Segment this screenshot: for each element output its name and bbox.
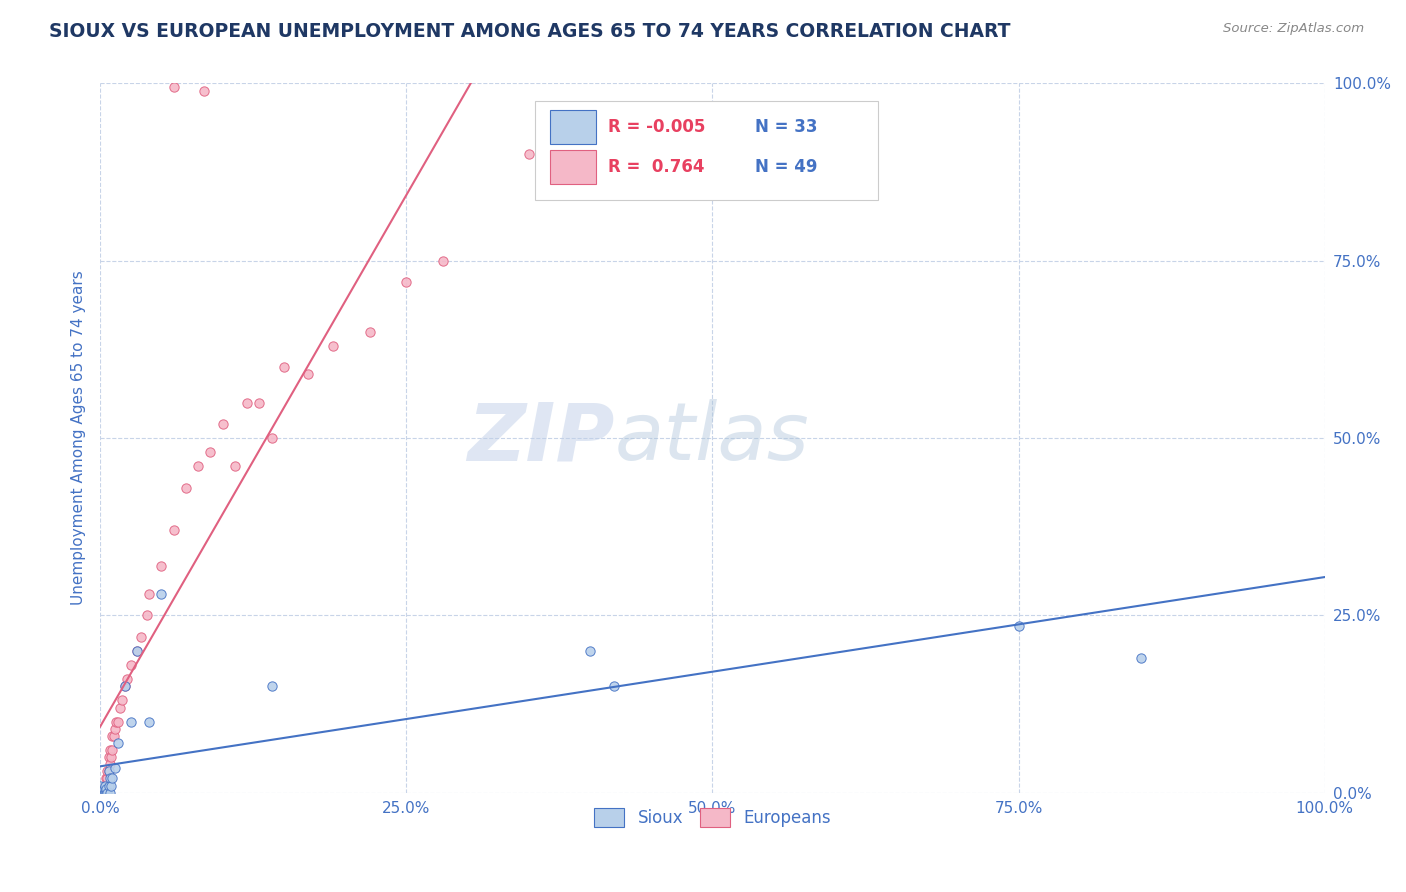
Point <box>517 147 540 161</box>
Point <box>89 779 111 793</box>
Point <box>93 782 115 797</box>
Point <box>94 779 117 793</box>
Text: Source: ZipAtlas.com: Source: ZipAtlas.com <box>1223 22 1364 36</box>
Point <box>89 786 111 800</box>
Point <box>1007 619 1029 633</box>
Point <box>603 679 626 693</box>
Point <box>96 782 118 797</box>
Point <box>200 445 222 459</box>
Point <box>162 523 184 537</box>
Point <box>224 459 246 474</box>
Point <box>89 786 111 800</box>
Point <box>89 786 111 800</box>
Text: atlas: atlas <box>614 399 810 477</box>
Point <box>174 481 197 495</box>
Point <box>187 459 209 474</box>
Point <box>100 779 122 793</box>
Text: SIOUX VS EUROPEAN UNEMPLOYMENT AMONG AGES 65 TO 74 YEARS CORRELATION CHART: SIOUX VS EUROPEAN UNEMPLOYMENT AMONG AGE… <box>49 22 1011 41</box>
Point <box>89 786 111 800</box>
Point <box>89 786 111 800</box>
Text: N = 49: N = 49 <box>755 158 818 176</box>
Point <box>105 714 128 729</box>
Point <box>96 786 118 800</box>
Point <box>129 630 152 644</box>
Text: R =  0.764: R = 0.764 <box>609 158 704 176</box>
Point <box>579 644 602 658</box>
Point <box>98 772 121 786</box>
Point <box>98 743 121 757</box>
Point <box>138 587 160 601</box>
Point <box>94 786 117 800</box>
Point <box>91 786 114 800</box>
Point <box>108 700 131 714</box>
Point <box>432 253 454 268</box>
Point <box>89 782 111 797</box>
Point <box>98 786 121 800</box>
Point <box>101 743 124 757</box>
Point <box>111 693 134 707</box>
Point <box>103 729 125 743</box>
FancyBboxPatch shape <box>550 150 596 184</box>
Point <box>322 339 344 353</box>
Point <box>236 395 259 409</box>
Point <box>100 750 122 764</box>
Point <box>98 757 121 772</box>
Point <box>120 714 142 729</box>
Point <box>260 679 283 693</box>
Point <box>107 736 129 750</box>
Point <box>135 608 157 623</box>
Point <box>150 587 173 601</box>
Text: R = -0.005: R = -0.005 <box>609 119 706 136</box>
Point <box>115 672 138 686</box>
Point <box>273 360 295 375</box>
Point <box>94 779 117 793</box>
Point <box>193 83 215 97</box>
Point <box>107 714 129 729</box>
Point <box>247 395 270 409</box>
Point <box>96 786 118 800</box>
Text: ZIP: ZIP <box>467 399 614 477</box>
Point <box>96 764 118 779</box>
Point <box>138 714 160 729</box>
Point <box>120 658 142 673</box>
Point <box>96 772 118 786</box>
Text: N = 33: N = 33 <box>755 119 818 136</box>
Point <box>96 779 118 793</box>
Point <box>125 644 148 658</box>
Point <box>395 275 418 289</box>
Point <box>1130 651 1153 665</box>
Point <box>89 786 111 800</box>
Point <box>211 417 233 431</box>
Point <box>89 786 111 800</box>
Point <box>97 764 120 779</box>
Legend: Sioux, Europeans: Sioux, Europeans <box>588 801 838 834</box>
FancyBboxPatch shape <box>534 101 877 201</box>
FancyBboxPatch shape <box>550 111 596 145</box>
Point <box>260 431 283 445</box>
Point <box>97 750 120 764</box>
Point <box>101 772 124 786</box>
Point <box>89 786 111 800</box>
Point <box>89 786 111 800</box>
Point <box>297 368 319 382</box>
Point <box>162 80 184 95</box>
Point <box>97 779 120 793</box>
Point <box>125 644 148 658</box>
Point <box>104 722 127 736</box>
Point <box>93 782 115 797</box>
Point <box>89 786 111 800</box>
Point <box>104 761 127 775</box>
Point <box>96 772 118 786</box>
Point <box>101 729 124 743</box>
Point <box>114 679 136 693</box>
Point <box>93 786 115 800</box>
Point <box>93 779 115 793</box>
Point <box>97 764 120 779</box>
Point <box>114 679 136 693</box>
Y-axis label: Unemployment Among Ages 65 to 74 years: Unemployment Among Ages 65 to 74 years <box>72 270 86 606</box>
Point <box>150 558 173 573</box>
Point <box>359 325 381 339</box>
